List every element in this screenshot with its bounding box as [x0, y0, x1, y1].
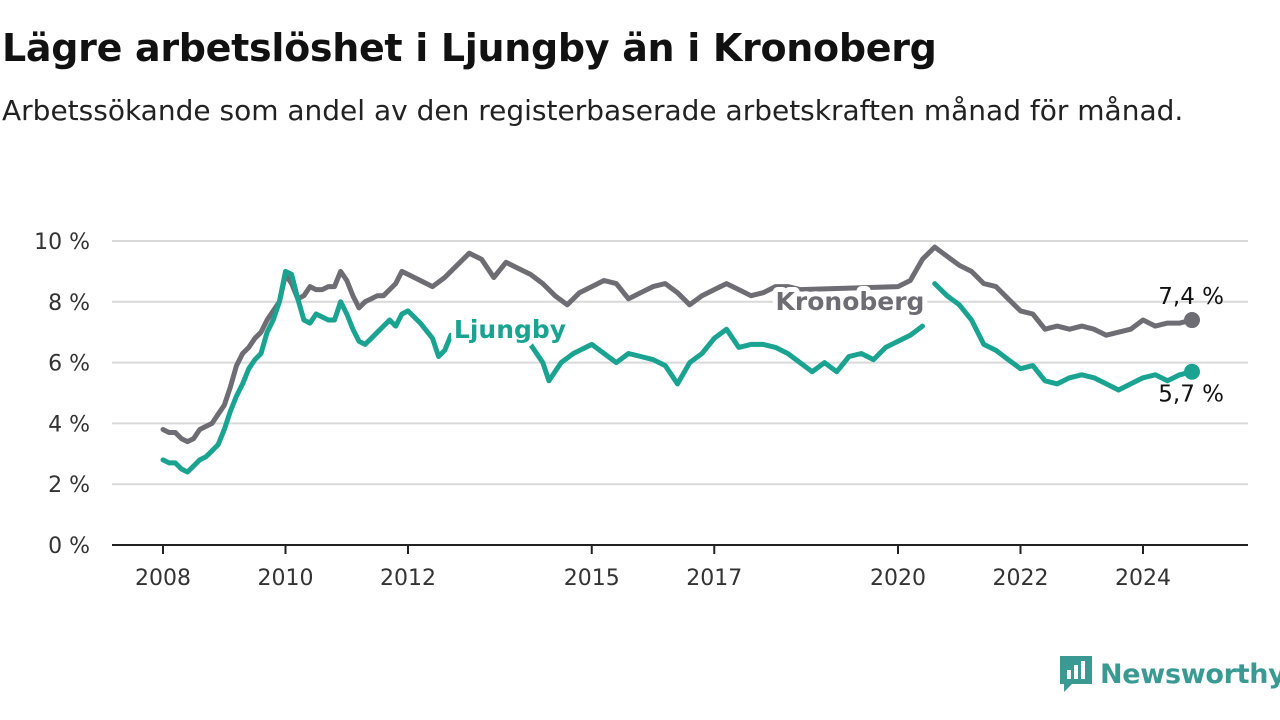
- x-tick-label: 2010: [258, 566, 314, 591]
- gridlines: [112, 240, 1248, 486]
- series-label-halo: Ljungby: [454, 315, 566, 344]
- y-tick-label: 8 %: [48, 291, 90, 316]
- x-tick-label: 2008: [135, 566, 191, 591]
- series-line-ljungby: [160, 268, 1195, 475]
- series-label-ljungby: Ljungby: [454, 315, 566, 344]
- x-tick-label: 2015: [564, 566, 620, 591]
- y-tick-label: 10 %: [34, 230, 90, 255]
- end-marker-kronoberg: [1184, 312, 1200, 329]
- x-tick-label: 2012: [380, 566, 436, 591]
- x-tick-label: 2020: [870, 566, 926, 591]
- x-axis-ticks: 2008 2010 2012 2015 2017 2020 2022 2024: [112, 544, 1248, 591]
- newsworthy-logo-icon: [1060, 656, 1092, 692]
- y-tick-label: 0 %: [48, 534, 90, 559]
- y-tick-label: 6 %: [48, 352, 90, 377]
- chart-title: Lägre arbetslöshet i Ljungby än i Kronob…: [2, 26, 937, 70]
- series-line-kronoberg: [160, 244, 1195, 445]
- y-axis-ticks: 0 % 2 % 4 % 6 % 8 % 10 %: [34, 230, 90, 559]
- chart-subtitle: Arbetssökande som andel av den registerb…: [2, 94, 1184, 127]
- end-value-label-kronoberg: 7,4 %: [1158, 284, 1224, 310]
- end-value-label-ljungby: 5,7 %: [1158, 382, 1224, 408]
- x-tick-label: 2022: [993, 566, 1049, 591]
- series-label-halo: Kronoberg: [776, 287, 925, 316]
- end-marker-ljungby: [1184, 363, 1200, 380]
- y-tick-label: 4 %: [48, 412, 90, 437]
- series-lines: [160, 244, 1195, 475]
- x-tick-label: 2017: [686, 566, 742, 591]
- newsworthy-brand[interactable]: Newsworthy: [1058, 654, 1280, 694]
- brand-name: Newsworthy: [1100, 658, 1280, 690]
- series-label-kronoberg: Kronoberg: [776, 287, 925, 316]
- y-tick-label: 2 %: [48, 473, 90, 498]
- x-tick-label: 2024: [1115, 566, 1171, 591]
